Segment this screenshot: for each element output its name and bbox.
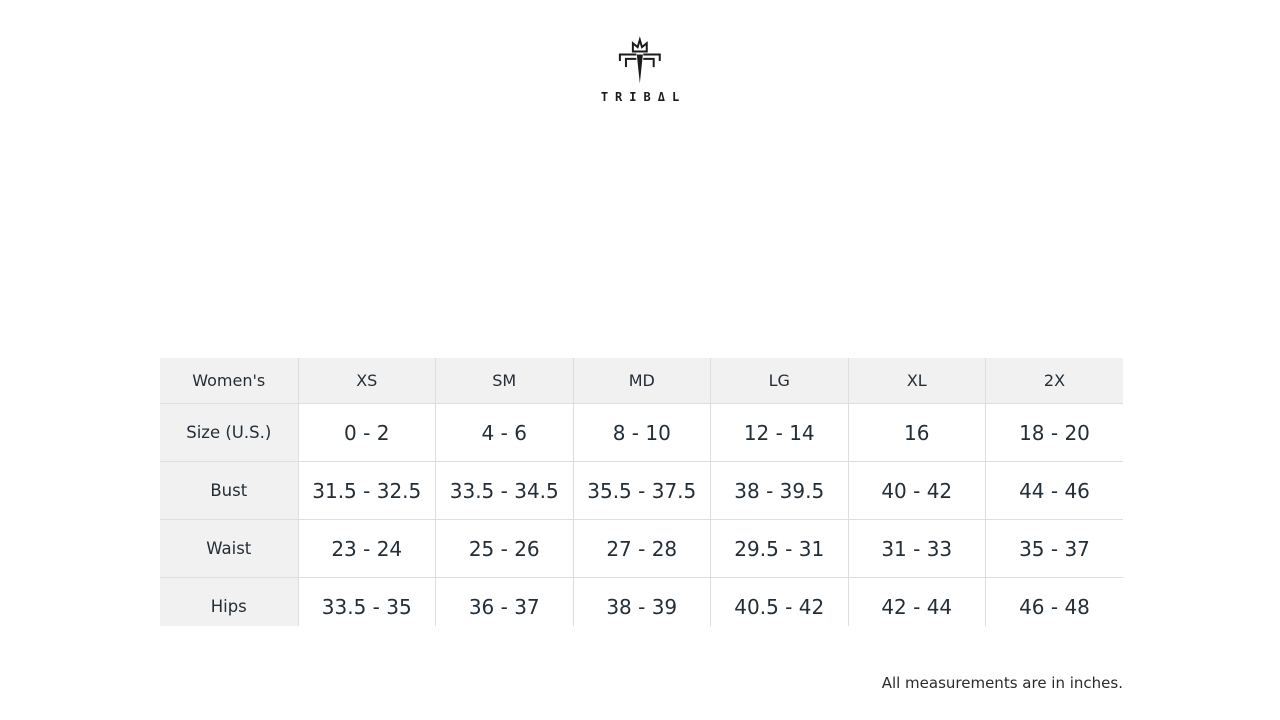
table-cell: 46 - 48	[985, 577, 1123, 626]
table-cell: 23 - 24	[297, 519, 436, 578]
table-cell: 38 - 39	[572, 577, 711, 626]
table-cell: 16	[847, 403, 986, 462]
table-cell: 35 - 37	[985, 519, 1123, 578]
table-row-bust: Bust 31.5 - 32.5 33.5 - 34.5 35.5 - 37.5…	[160, 461, 1123, 520]
table-cell: 29.5 - 31	[710, 519, 849, 578]
size-chart-table: Women's XS SM MD LG XL 2X Size (U.S.) 0 …	[160, 358, 1123, 626]
table-cell: 40 - 42	[847, 461, 986, 520]
table-cell: 8 - 10	[572, 403, 711, 462]
table-cell: 31.5 - 32.5	[297, 461, 436, 520]
table-row-waist: Waist 23 - 24 25 - 26 27 - 28 29.5 - 31 …	[160, 519, 1123, 578]
table-cell: 35.5 - 37.5	[572, 461, 711, 520]
table-cell: 12 - 14	[710, 403, 849, 462]
row-label-waist: Waist	[160, 519, 299, 578]
row-label-size: Size (U.S.)	[160, 403, 299, 462]
table-cell: 36 - 37	[435, 577, 574, 626]
brand-logo: TRIBΔL	[601, 34, 679, 104]
table-cell: 4 - 6	[435, 403, 574, 462]
table-cell: 40.5 - 42	[710, 577, 849, 626]
corner-header: Women's	[160, 358, 299, 404]
table-cell: 44 - 46	[985, 461, 1123, 520]
table-row-size: Size (U.S.) 0 - 2 4 - 6 8 - 10 12 - 14 1…	[160, 403, 1123, 462]
table-cell: 42 - 44	[847, 577, 986, 626]
table-cell: 31 - 33	[847, 519, 986, 578]
table-cell: 38 - 39.5	[710, 461, 849, 520]
table-cell: 33.5 - 35	[297, 577, 436, 626]
measurements-footnote: All measurements are in inches.	[881, 674, 1123, 692]
table-row-hips: Hips 33.5 - 35 36 - 37 38 - 39 40.5 - 42…	[160, 577, 1123, 626]
row-label-hips: Hips	[160, 577, 299, 626]
column-header-sm: SM	[435, 358, 574, 404]
table-cell: 25 - 26	[435, 519, 574, 578]
header-row: Women's XS SM MD LG XL 2X	[160, 358, 1123, 404]
row-label-bust: Bust	[160, 461, 299, 520]
table-cell: 27 - 28	[572, 519, 711, 578]
tribal-crown-icon	[619, 36, 661, 84]
column-header-md: MD	[572, 358, 711, 404]
column-header-lg: LG	[710, 358, 849, 404]
column-header-2x: 2X	[985, 358, 1123, 404]
brand-wordmark: TRIBΔL	[600, 90, 687, 104]
column-header-xs: XS	[297, 358, 436, 404]
column-header-xl: XL	[847, 358, 986, 404]
size-chart-table-container: Women's XS SM MD LG XL 2X Size (U.S.) 0 …	[160, 358, 1123, 626]
table-cell: 0 - 2	[297, 403, 436, 462]
table-cell: 18 - 20	[985, 403, 1123, 462]
table-cell: 33.5 - 34.5	[435, 461, 574, 520]
